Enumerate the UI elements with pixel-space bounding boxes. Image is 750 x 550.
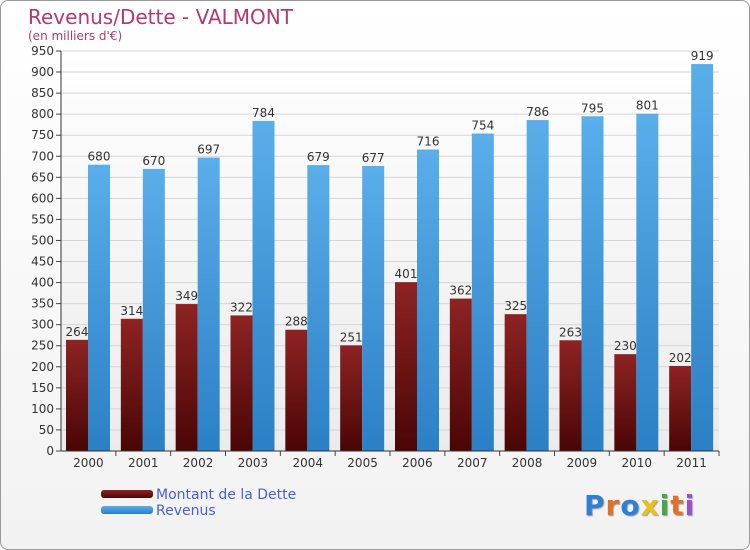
legend-label-debt: Montant de la Dette [156, 487, 297, 503]
bar-revenue [197, 157, 220, 452]
bar-debt [340, 345, 363, 451]
logo-letter: P [584, 489, 606, 522]
legend-swatch-debt [101, 490, 153, 498]
bar-revenue [88, 164, 110, 451]
x-tick-label: 2010 [621, 456, 652, 470]
x-tick-label: 2007 [457, 456, 488, 470]
y-tick-label: 850 [31, 86, 54, 100]
plot-area [61, 51, 719, 451]
data-label-debt: 401 [395, 267, 418, 281]
bar-revenue [471, 133, 494, 452]
y-tick-label: 800 [31, 107, 54, 121]
data-label-revenue: 786 [526, 105, 549, 119]
y-tick-label: 350 [31, 297, 54, 311]
x-tick-label: 2004 [292, 456, 323, 470]
y-tick-label: 0 [46, 444, 54, 458]
data-label-revenue: 677 [362, 151, 385, 165]
x-tick-label: 2006 [402, 456, 433, 470]
y-tick-label: 900 [31, 65, 54, 79]
y-tick-label: 600 [31, 191, 54, 205]
data-label-debt: 314 [120, 304, 143, 318]
bar-debt [66, 339, 88, 451]
bar-revenue [417, 149, 439, 452]
y-tick-label: 50 [39, 423, 54, 437]
x-tick-label: 2011 [676, 456, 707, 470]
data-label-revenue: 679 [307, 150, 330, 164]
data-label-debt: 325 [504, 299, 527, 313]
bar-debt [504, 314, 527, 451]
logo-letter: r [605, 489, 621, 522]
legend-swatch-revenue [101, 506, 153, 514]
x-tick-label: 2001 [128, 456, 159, 470]
bar-debt [614, 354, 637, 451]
y-tick-label: 750 [31, 128, 54, 142]
bar-debt [230, 315, 253, 451]
y-tick-label: 200 [31, 360, 54, 374]
logo-letter: x [640, 489, 660, 522]
bar-revenue [252, 120, 275, 451]
chart-subtitle: (en milliers d'€) [28, 29, 123, 43]
x-tick-label: 2002 [183, 456, 214, 470]
data-label-revenue: 801 [636, 99, 659, 113]
bar-debt [395, 282, 417, 451]
data-label-revenue: 919 [691, 49, 714, 63]
bar-debt [120, 318, 143, 451]
data-label-revenue: 754 [471, 119, 494, 133]
data-label-debt: 349 [175, 289, 198, 303]
bar-debt [285, 329, 308, 451]
bar-revenue [307, 165, 330, 451]
x-tick-label: 2008 [512, 456, 543, 470]
bar-debt [559, 340, 582, 451]
data-label-debt: 251 [340, 330, 363, 344]
x-tick-label: 2003 [238, 456, 269, 470]
bar-revenue [581, 116, 604, 452]
data-label-debt: 362 [449, 284, 472, 298]
data-label-debt: 288 [285, 315, 308, 329]
y-tick-label: 250 [31, 339, 54, 353]
data-label-revenue: 784 [252, 106, 275, 120]
data-label-debt: 202 [669, 351, 692, 365]
y-tick-label: 150 [31, 381, 54, 395]
logo-letter: i [684, 489, 696, 522]
data-label-revenue: 697 [197, 143, 220, 157]
legend-label-revenue: Revenus [156, 503, 216, 519]
y-tick-label: 450 [31, 255, 54, 269]
data-label-debt: 263 [559, 325, 582, 339]
logo-letter: t [670, 489, 685, 522]
y-tick-label: 400 [31, 276, 54, 290]
data-label-revenue: 670 [142, 154, 165, 168]
bar-revenue [636, 113, 659, 451]
bar-revenue [142, 168, 165, 452]
x-tick-label: 2009 [567, 456, 598, 470]
logo-letter: i [659, 489, 671, 522]
bar-revenue [362, 165, 385, 451]
x-tick-label: 2000 [73, 456, 104, 470]
bar-debt [449, 298, 472, 451]
bar-debt [175, 304, 198, 451]
data-label-debt: 322 [230, 300, 253, 314]
bar-debt [669, 365, 692, 451]
y-tick-label: 950 [31, 44, 54, 58]
proxiti-logo: Proxiti [584, 489, 695, 522]
y-tick-label: 500 [31, 233, 54, 247]
y-tick-label: 650 [31, 170, 54, 184]
y-tick-label: 300 [31, 318, 54, 332]
y-tick-label: 100 [31, 402, 54, 416]
y-tick-label: 550 [31, 212, 54, 226]
data-label-revenue: 795 [581, 101, 604, 115]
data-label-revenue: 680 [88, 150, 111, 164]
data-label-debt: 230 [614, 339, 637, 353]
y-tick-label: 700 [31, 149, 54, 163]
x-tick-label: 2005 [347, 456, 378, 470]
bar-revenue [691, 64, 714, 452]
chart-title: Revenus/Dette - VALMONT [28, 5, 293, 29]
data-label-debt: 264 [66, 325, 89, 339]
logo-letter: o [620, 489, 641, 522]
data-label-revenue: 716 [417, 135, 440, 149]
bar-revenue [526, 120, 549, 451]
